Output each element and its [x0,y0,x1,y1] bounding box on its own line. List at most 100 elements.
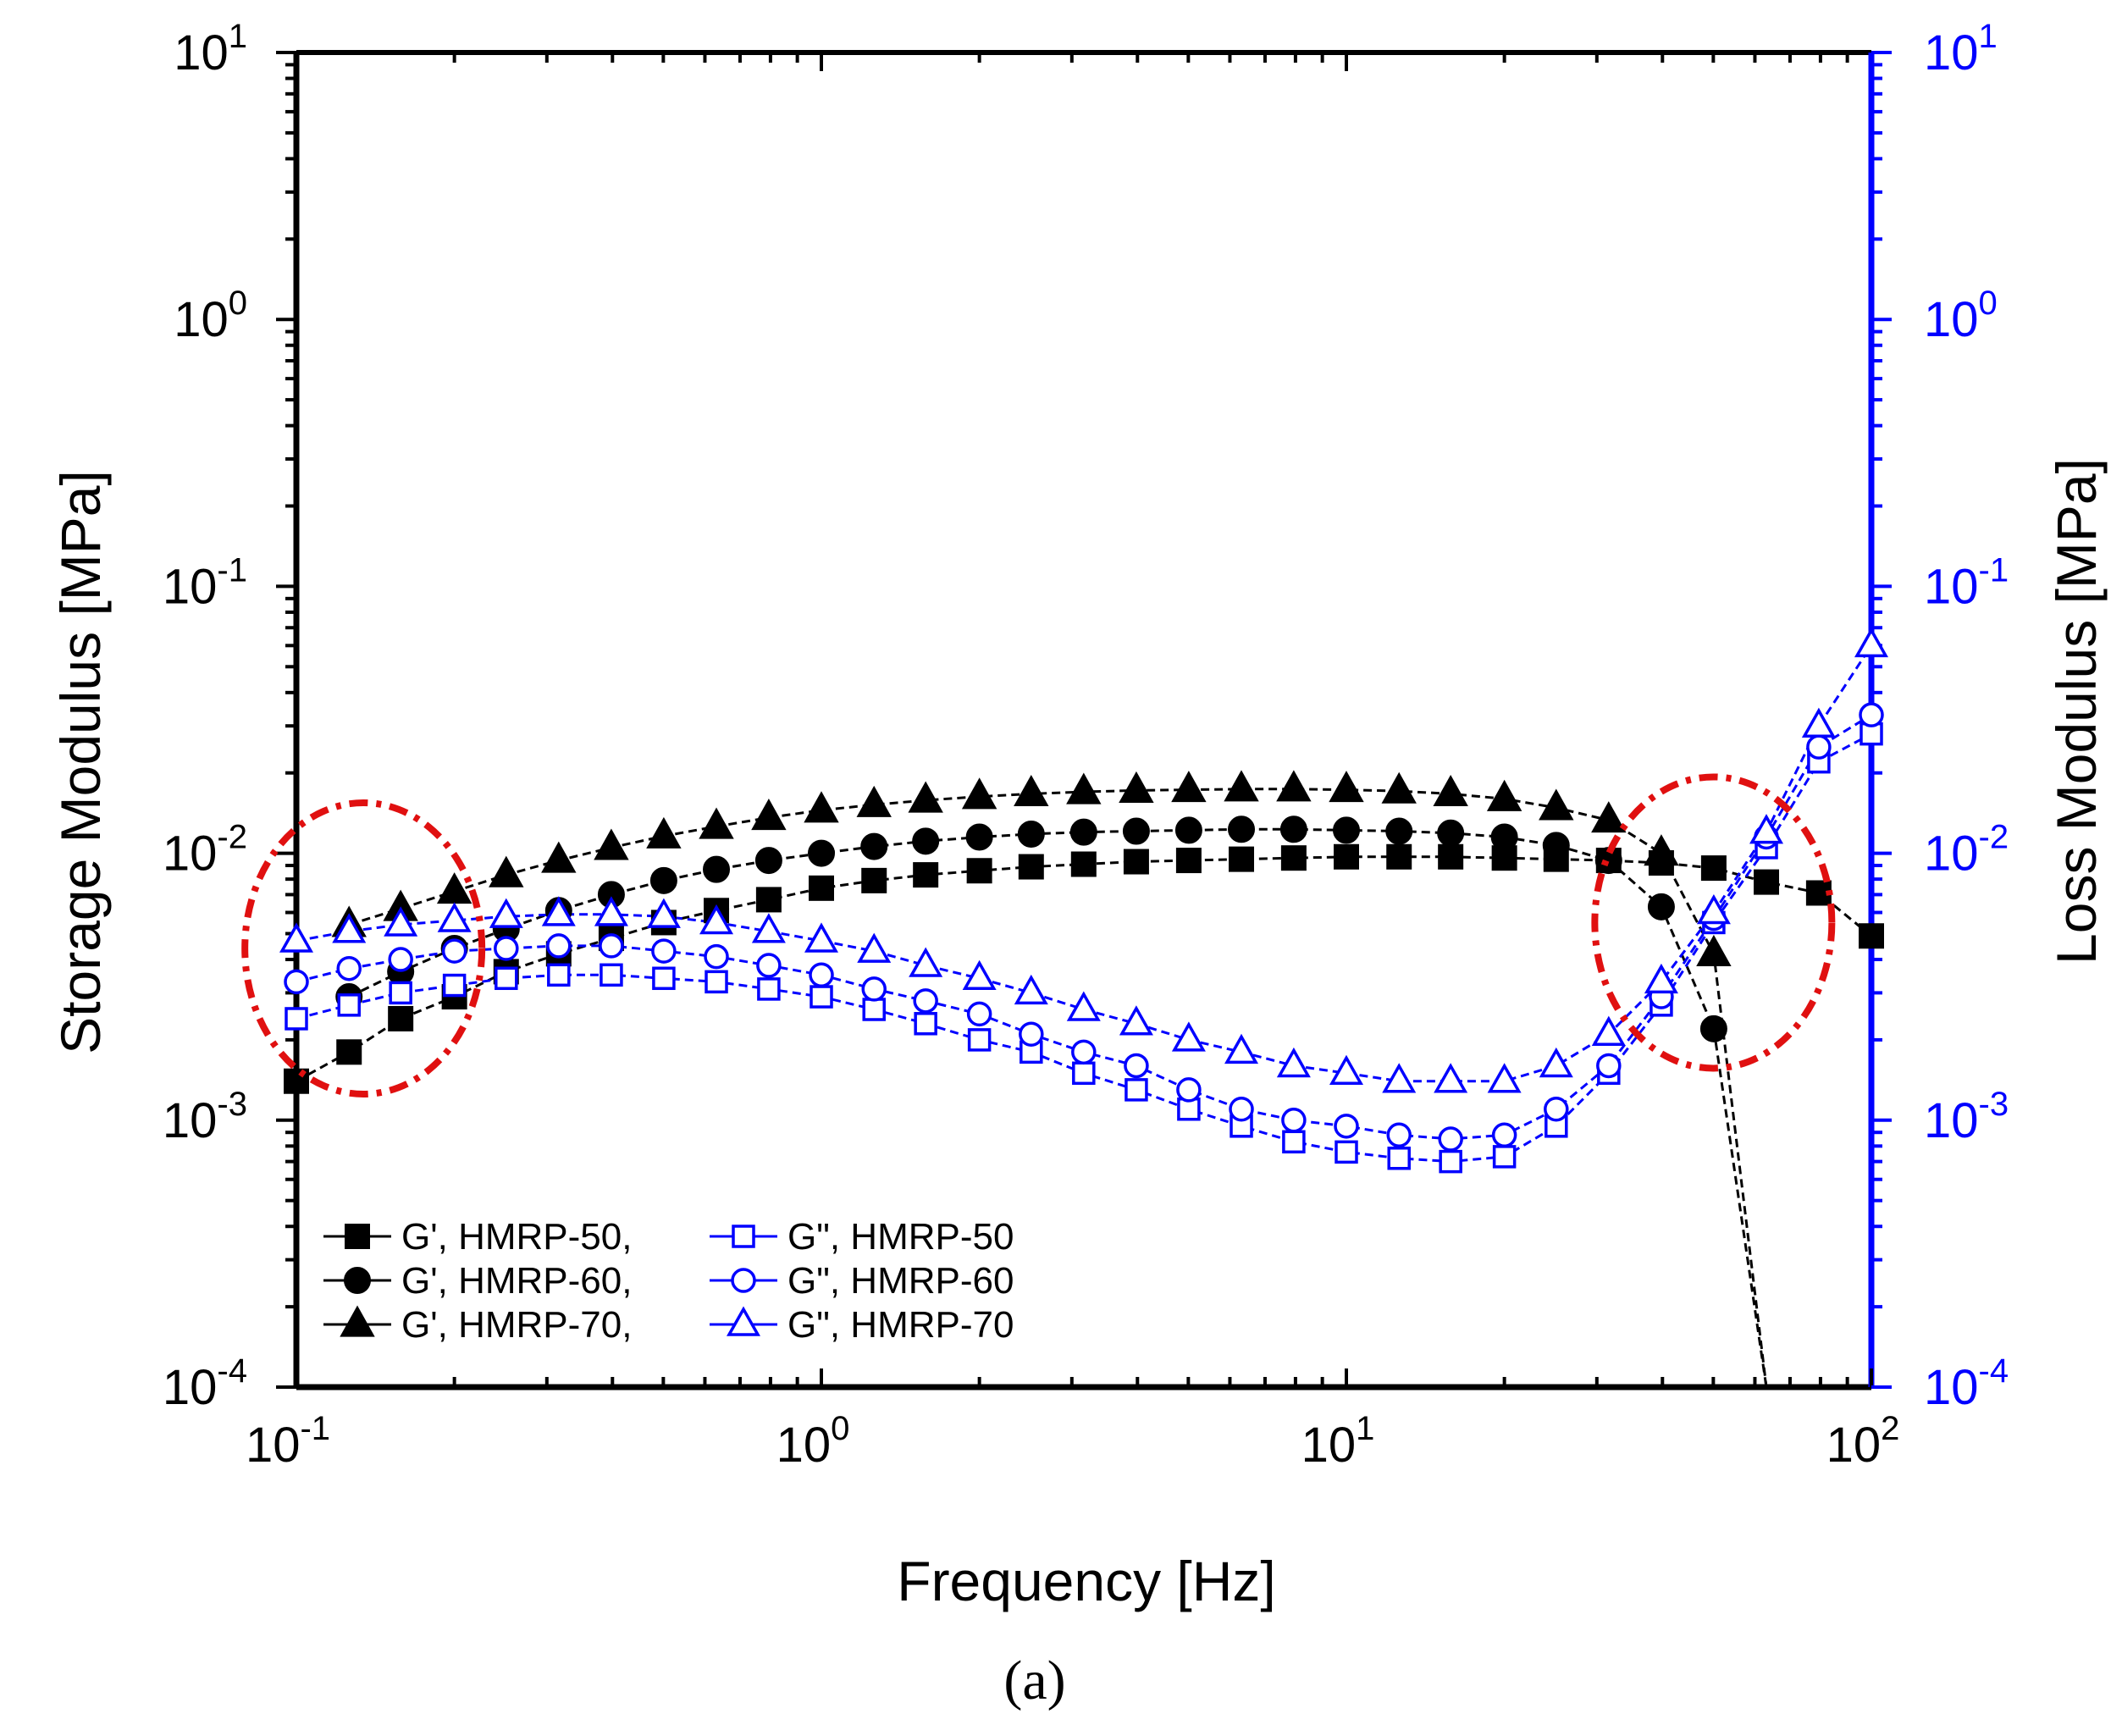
plot-frame [293,50,1875,1390]
y-tick-label-left: 10-4 [163,1352,247,1415]
data-point-s5 [599,933,624,959]
data-point-s4 [652,966,676,991]
data-point-s5 [441,938,467,964]
data-point-s4 [1177,1097,1201,1121]
data-point-s5 [1334,1114,1359,1139]
data-point-s6 [804,922,839,953]
data-point-s6 [1749,814,1784,844]
data-point-s1 [966,858,992,884]
data-point-s6 [751,913,786,943]
data-point-s5 [1386,1122,1412,1148]
data-point-s3 [1014,774,1049,806]
data-point-s6 [909,947,943,977]
data-point-s5 [1019,1021,1044,1047]
highlight-circle-1 [241,799,486,1097]
data-point-s1 [336,1039,362,1065]
axis-ticks [276,51,1892,1389]
data-point-s5 [1544,1097,1569,1122]
data-point-s1 [1438,843,1464,870]
y-tick-label-right: 10-4 [1924,1352,2009,1415]
data-point-s3 [1066,772,1102,804]
data-point-s4 [285,1007,308,1031]
data-point-s4 [1860,721,1883,746]
data-point-s5 [966,1001,992,1027]
data-point-s4 [757,977,781,1001]
data-point-s6 [1434,1063,1468,1093]
y-tick-label-right: 10-1 [1924,551,2009,614]
legend-marker-loss [726,1306,761,1336]
data-point-s4 [914,1012,937,1036]
data-point-s6 [646,898,681,928]
y-tick-label-left: 100 [174,285,247,347]
data-point-s4 [810,985,833,1009]
data-point-s6 [962,959,997,991]
data-point-s3 [699,807,734,839]
data-point-s2 [1490,823,1518,851]
data-point-s3 [594,828,629,860]
y-tick-label-left: 10-2 [163,819,247,882]
legend-label-loss: G", HMRP-70 [787,1304,1014,1346]
data-point-s4 [495,966,518,991]
data-point-s4 [389,981,412,1005]
data-point-s2 [1279,815,1307,843]
data-point-s6 [1224,1033,1259,1064]
data-point-s6 [1801,707,1836,738]
data-point-s1 [1229,846,1255,872]
data-point-s6 [1696,893,1731,925]
data-point-s3 [489,855,524,887]
x-axis-title: Frequency [Hz] [897,1550,1276,1612]
data-point-s6 [1066,991,1101,1021]
y-tick-label-right: 10-2 [1924,819,2009,882]
data-point-s6 [1644,963,1678,994]
data-point-s3 [1696,934,1732,966]
data-point-s4 [862,998,886,1021]
data-point-s6 [1276,1047,1311,1078]
data-point-s4 [442,973,467,998]
y-tick-label-left: 101 [174,18,247,80]
data-point-s3 [1486,779,1522,811]
data-point-s4 [1072,1061,1096,1086]
data-point-s5 [704,943,729,970]
legend-marker-storage [344,1267,371,1294]
data-point-s1 [1754,869,1780,895]
data-point-s2 [965,823,993,851]
data-point-s1 [1334,843,1359,870]
data-point-s5 [809,962,834,988]
data-point-s4 [1125,1078,1148,1102]
legend-label-storage: G', HMRP-60, [401,1260,632,1302]
data-point-s4 [1492,1145,1517,1169]
data-point-s2 [1174,816,1202,844]
data-point-s1 [861,867,887,893]
data-point-s3 [1119,771,1154,803]
data-point-s5 [388,947,413,972]
data-point-s2 [1699,1015,1727,1042]
data-point-s2 [1647,893,1675,921]
data-point-s6 [541,896,576,926]
data-point-s1 [913,862,939,888]
legend-label-storage: G', HMRP-50, [401,1216,632,1258]
y-axis-title-right: Loss Modulus [MPa] [2045,458,2108,965]
data-point-s6 [1329,1054,1364,1086]
data-point-s5 [1124,1053,1149,1079]
data-point-s3 [1329,771,1364,803]
data-point-s6 [1014,974,1048,1005]
x-tick-label: 101 [1301,1410,1375,1473]
data-point-s3 [1276,770,1312,802]
data-point-s6 [1591,1015,1626,1046]
series-line-2 [348,827,1768,1388]
data-point-s1 [1175,848,1202,874]
data-point-s1 [1859,923,1884,949]
legend-marker-storage [340,1305,375,1337]
data-point-s4 [705,970,728,994]
data-point-s2 [1228,815,1256,843]
data-point-s5 [756,953,782,978]
data-point-s2 [808,839,835,867]
data-point-s2 [860,832,888,860]
data-point-s5 [913,988,938,1014]
data-point-s6 [332,913,367,943]
data-point-s1 [388,1005,414,1031]
data-point-s5 [861,976,887,1002]
data-point-s5 [651,938,677,964]
data-point-s5 [336,955,362,981]
